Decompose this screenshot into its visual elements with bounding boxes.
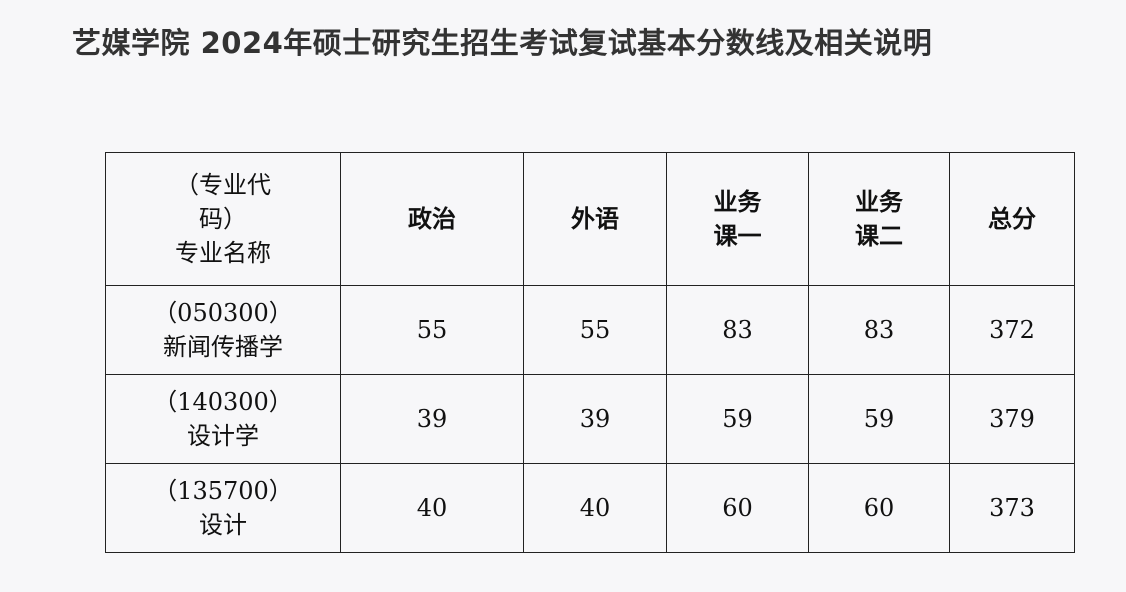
major-cell: （135700） 设计	[105, 463, 341, 553]
score-subject-1: 59	[666, 374, 809, 464]
header-politics: 政治	[340, 152, 524, 286]
score-subject-1: 60	[666, 463, 809, 553]
header-major: （专业代 码） 专业名称	[105, 152, 341, 286]
score-politics: 40	[340, 463, 524, 553]
score-foreign-language: 55	[523, 285, 667, 375]
score-total: 372	[949, 285, 1075, 375]
score-politics: 55	[340, 285, 524, 375]
score-subject-2: 60	[808, 463, 950, 553]
table-header-row: （专业代 码） 专业名称 政治 外语 业务 课一 业务 课二 总分	[105, 152, 1075, 286]
score-total: 373	[949, 463, 1075, 553]
score-total: 379	[949, 374, 1075, 464]
header-major-line: 专业名称	[175, 239, 271, 267]
major-name: 新闻传播学	[163, 333, 283, 361]
table-row: （050300） 新闻传播学 55 55 83 83 372	[105, 285, 1075, 375]
score-subject-2: 83	[808, 285, 950, 375]
major-name: 设计学	[187, 422, 259, 450]
major-cell: （050300） 新闻传播学	[105, 285, 341, 375]
header-subject-1: 业务 课一	[666, 152, 809, 286]
header-label: 政治	[408, 204, 456, 233]
header-subject-2: 业务 课二	[808, 152, 950, 286]
score-subject-2: 59	[808, 374, 950, 464]
major-code: （135700）	[153, 477, 293, 505]
header-label: 总分	[988, 204, 1036, 233]
header-major-line: （专业代	[175, 171, 271, 199]
major-code: （050300）	[153, 299, 293, 327]
header-total: 总分	[949, 152, 1075, 286]
score-foreign-language: 40	[523, 463, 667, 553]
page-title: 艺媒学院 2024年硕士研究生招生考试复试基本分数线及相关说明	[72, 26, 933, 60]
major-cell: （140300） 设计学	[105, 374, 341, 464]
major-name: 设计	[199, 511, 247, 539]
header-label: 课二	[855, 221, 903, 250]
header-major-line: 码）	[199, 205, 247, 233]
score-politics: 39	[340, 374, 524, 464]
score-subject-1: 83	[666, 285, 809, 375]
table-row: （135700） 设计 40 40 60 60 373	[105, 463, 1075, 553]
header-foreign-language: 外语	[523, 152, 667, 286]
major-code: （140300）	[153, 388, 293, 416]
score-table: （专业代 码） 专业名称 政治 外语 业务 课一 业务 课二 总分 （05030…	[105, 152, 1075, 553]
header-label: 业务	[713, 187, 762, 216]
score-foreign-language: 39	[523, 374, 667, 464]
header-label: 业务	[855, 187, 903, 216]
header-label: 外语	[571, 204, 619, 233]
table-row: （140300） 设计学 39 39 59 59 379	[105, 374, 1075, 464]
header-label: 课一	[713, 221, 762, 250]
